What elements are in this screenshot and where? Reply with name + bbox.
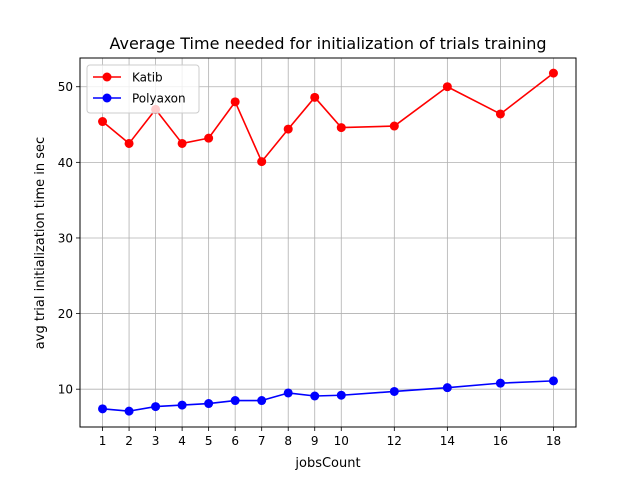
y-axis: 10 20 30 40 50 bbox=[58, 80, 80, 397]
x-tick-label: 2 bbox=[125, 434, 133, 448]
data-point-katib bbox=[442, 82, 452, 92]
data-point-katib bbox=[177, 138, 187, 148]
x-axis: 1 2 3 4 5 6 7 8 9 10 12 14 16 18 bbox=[99, 427, 561, 448]
data-point-polyaxon bbox=[495, 378, 505, 388]
data-point-polyaxon bbox=[230, 396, 240, 406]
x-tick-label: 7 bbox=[258, 434, 266, 448]
data-point-katib bbox=[336, 123, 346, 133]
x-tick-label: 6 bbox=[231, 434, 239, 448]
legend-marker-polyaxon bbox=[102, 93, 112, 103]
data-point-katib bbox=[283, 124, 293, 134]
data-point-katib bbox=[495, 109, 505, 119]
data-point-polyaxon bbox=[204, 399, 214, 409]
y-axis-label: avg trial initialization time in sec bbox=[33, 137, 48, 349]
x-tick-label: 8 bbox=[284, 434, 292, 448]
data-point-katib bbox=[548, 68, 558, 78]
data-point-katib bbox=[124, 138, 134, 148]
x-tick-label: 12 bbox=[387, 434, 402, 448]
x-tick-label: 16 bbox=[493, 434, 508, 448]
data-point-katib bbox=[257, 157, 267, 167]
y-tick-label: 20 bbox=[58, 307, 73, 321]
y-tick-label: 50 bbox=[58, 80, 73, 94]
data-point-polyaxon bbox=[151, 402, 161, 412]
y-tick-label: 30 bbox=[58, 231, 73, 245]
data-point-katib bbox=[230, 97, 240, 107]
x-tick-label: 10 bbox=[334, 434, 349, 448]
data-point-katib bbox=[310, 92, 320, 102]
grid bbox=[80, 58, 576, 427]
series-group bbox=[98, 68, 558, 416]
x-tick-label: 18 bbox=[546, 434, 561, 448]
y-tick-label: 10 bbox=[58, 383, 73, 397]
data-point-katib bbox=[98, 117, 108, 127]
data-point-polyaxon bbox=[98, 404, 108, 414]
x-axis-label: jobsCount bbox=[294, 456, 360, 471]
x-tick-label: 3 bbox=[152, 434, 160, 448]
data-point-polyaxon bbox=[124, 406, 134, 416]
x-tick-label: 5 bbox=[205, 434, 213, 448]
data-point-polyaxon bbox=[442, 383, 452, 393]
series-polyaxon bbox=[98, 376, 558, 416]
x-tick-label: 4 bbox=[178, 434, 186, 448]
y-tick-label: 40 bbox=[58, 156, 73, 170]
data-point-polyaxon bbox=[177, 400, 187, 410]
x-tick-label: 14 bbox=[440, 434, 455, 448]
data-point-polyaxon bbox=[389, 386, 399, 396]
data-point-polyaxon bbox=[310, 391, 320, 401]
data-point-polyaxon bbox=[257, 396, 267, 406]
data-point-katib bbox=[204, 133, 214, 143]
legend-marker-katib bbox=[102, 72, 112, 82]
series-katib bbox=[98, 68, 558, 167]
data-point-polyaxon bbox=[336, 390, 346, 400]
x-tick-label: 1 bbox=[99, 434, 107, 448]
plot-frame bbox=[79, 57, 577, 428]
data-point-katib bbox=[389, 121, 399, 131]
chart-title: Average Time needed for initialization o… bbox=[109, 34, 546, 53]
legend-label-katib: Katib bbox=[132, 71, 163, 85]
x-tick-label: 9 bbox=[311, 434, 319, 448]
data-point-polyaxon bbox=[548, 376, 558, 386]
series-line-katib bbox=[102, 72, 554, 163]
data-point-polyaxon bbox=[283, 388, 293, 398]
legend: Katib Polyaxon bbox=[86, 64, 200, 114]
legend-label-polyaxon: Polyaxon bbox=[132, 92, 186, 106]
